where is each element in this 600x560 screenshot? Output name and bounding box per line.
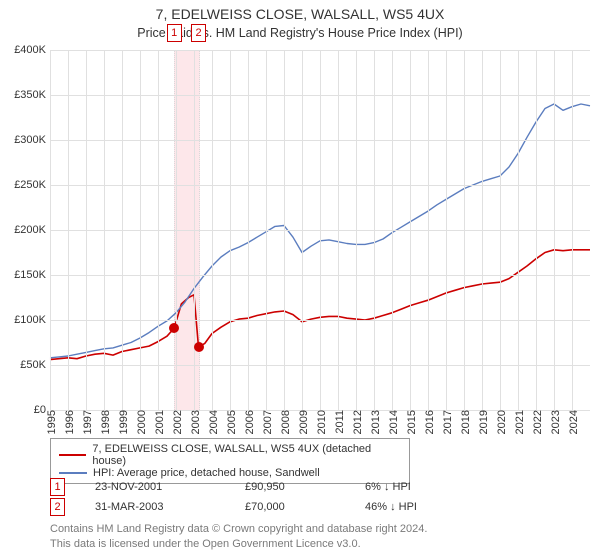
legend-label: 7, EDELWEISS CLOSE, WALSALL, WS5 4UX (de…: [92, 443, 401, 467]
x-tick-label: 1998: [96, 410, 112, 434]
x-tick-label: 2005: [222, 410, 238, 434]
x-gridline: [482, 50, 483, 410]
x-gridline: [356, 50, 357, 410]
x-tick-label: 2011: [330, 410, 346, 434]
x-tick-label: 2001: [150, 410, 166, 434]
x-gridline: [68, 50, 69, 410]
chart-container: { "address_title": "7, EDELWEISS CLOSE, …: [0, 0, 600, 560]
legend-swatch: [59, 454, 86, 456]
x-gridline: [104, 50, 105, 410]
x-gridline: [302, 50, 303, 410]
footnote-line: Contains HM Land Registry data © Crown c…: [50, 522, 427, 537]
x-gridline: [86, 50, 87, 410]
page-subtitle: Price paid vs. HM Land Registry's House …: [0, 26, 600, 40]
x-tick-label: 2017: [438, 410, 454, 434]
x-gridline: [176, 50, 177, 410]
event-price: £90,950: [245, 481, 365, 493]
x-tick-label: 2012: [348, 410, 364, 434]
event-marker-2: 2: [50, 498, 65, 516]
event-marker-2: 2: [191, 24, 206, 42]
event-row: 2 31-MAR-2003£70,00046% ↓ HPI: [50, 498, 485, 516]
x-tick-label: 1996: [60, 410, 76, 434]
event-price: £70,000: [245, 501, 365, 513]
event-delta: 6% ↓ HPI: [365, 481, 485, 493]
x-gridline: [284, 50, 285, 410]
event-marker-1: 1: [50, 478, 65, 496]
x-gridline: [536, 50, 537, 410]
event-row: 1 23-NOV-2001£90,9506% ↓ HPI: [50, 478, 485, 496]
x-gridline: [554, 50, 555, 410]
y-tick-label: £100K: [14, 314, 50, 326]
x-gridline: [50, 50, 51, 410]
x-tick-label: 2009: [294, 410, 310, 434]
x-tick-label: 2004: [204, 410, 220, 434]
plot-area: £0£50K£100K£150K£200K£250K£300K£350K£400…: [50, 50, 590, 410]
event-marker-1: 1: [167, 24, 182, 42]
x-gridline: [320, 50, 321, 410]
x-gridline: [428, 50, 429, 410]
y-tick-label: £50K: [20, 359, 50, 371]
x-gridline: [194, 50, 195, 410]
event-date: 31-MAR-2003: [95, 501, 245, 513]
x-tick-label: 2015: [402, 410, 418, 434]
y-tick-label: £150K: [14, 269, 50, 281]
x-gridline: [230, 50, 231, 410]
x-tick-label: 2022: [528, 410, 544, 434]
x-tick-label: 2021: [510, 410, 526, 434]
x-tick-label: 2010: [312, 410, 328, 434]
x-tick-label: 2019: [474, 410, 490, 434]
x-tick-label: 2008: [276, 410, 292, 434]
y-tick-label: £300K: [14, 134, 50, 146]
footnote: Contains HM Land Registry data © Crown c…: [50, 522, 427, 552]
x-gridline: [518, 50, 519, 410]
y-tick-label: £250K: [14, 179, 50, 191]
x-gridline: [338, 50, 339, 410]
x-gridline: [446, 50, 447, 410]
x-tick-label: 2020: [492, 410, 508, 434]
legend-item: 7, EDELWEISS CLOSE, WALSALL, WS5 4UX (de…: [59, 443, 401, 467]
x-gridline: [122, 50, 123, 410]
x-tick-label: 2000: [132, 410, 148, 434]
x-gridline: [248, 50, 249, 410]
x-tick-label: 1999: [114, 410, 130, 434]
x-tick-label: 2006: [240, 410, 256, 434]
x-gridline: [374, 50, 375, 410]
x-tick-label: 2024: [564, 410, 580, 434]
y-tick-label: £200K: [14, 224, 50, 236]
x-tick-label: 2016: [420, 410, 436, 434]
x-gridline: [266, 50, 267, 410]
footnote-line: This data is licensed under the Open Gov…: [50, 537, 427, 552]
x-tick-label: 2007: [258, 410, 274, 434]
y-tick-label: £400K: [14, 44, 50, 56]
x-gridline: [572, 50, 573, 410]
page-title: 7, EDELWEISS CLOSE, WALSALL, WS5 4UX: [0, 6, 600, 22]
data-point-marker: [194, 342, 204, 352]
x-gridline: [392, 50, 393, 410]
x-tick-label: 2002: [168, 410, 184, 434]
legend-swatch: [59, 472, 87, 474]
x-gridline: [212, 50, 213, 410]
x-gridline: [410, 50, 411, 410]
x-tick-label: 2014: [384, 410, 400, 434]
x-tick-label: 1997: [78, 410, 94, 434]
data-point-marker: [169, 323, 179, 333]
x-tick-label: 1995: [42, 410, 58, 434]
y-tick-label: £350K: [14, 89, 50, 101]
event-delta: 46% ↓ HPI: [365, 501, 485, 513]
x-tick-label: 2023: [546, 410, 562, 434]
x-gridline: [464, 50, 465, 410]
x-tick-label: 2013: [366, 410, 382, 434]
x-gridline: [158, 50, 159, 410]
x-gridline: [500, 50, 501, 410]
x-tick-label: 2018: [456, 410, 472, 434]
event-date: 23-NOV-2001: [95, 481, 245, 493]
x-gridline: [140, 50, 141, 410]
x-tick-label: 2003: [186, 410, 202, 434]
